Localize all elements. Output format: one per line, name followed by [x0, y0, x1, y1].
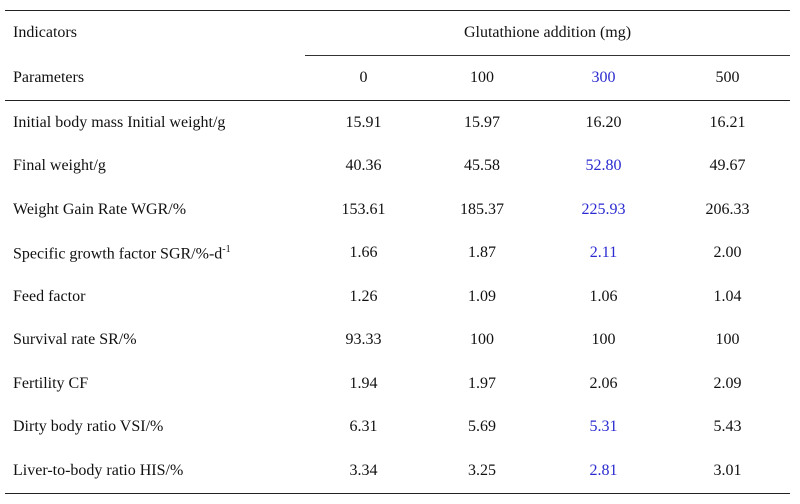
- header-row: Parameters 0 100 300 500: [5, 55, 791, 101]
- value-cell: 6.31: [349, 418, 378, 436]
- value-cell: 16.21: [709, 113, 746, 131]
- value-cell: 100: [715, 331, 740, 349]
- value-cell: 2.06: [589, 374, 618, 392]
- value-cell: 2.11: [589, 244, 618, 262]
- row-label: Specific growth factor SGR/%-d-1: [5, 232, 305, 276]
- value-cell: 1.06: [589, 287, 618, 305]
- value-cell: 3.25: [468, 461, 496, 479]
- value-cell: 1.66: [349, 244, 378, 262]
- value-cell: 45.58: [464, 157, 500, 175]
- value-cell: 49.67: [709, 157, 746, 175]
- row-label: Weight Gain Rate WGR/%: [13, 200, 187, 218]
- value-cell: 206.33: [705, 200, 750, 218]
- value-cell: 153.61: [341, 200, 386, 218]
- table-row: Survival rate SR/% 93.33 100 100 100: [5, 319, 790, 363]
- header-cell: 0: [305, 55, 422, 101]
- value-cell: 185.37: [460, 200, 504, 218]
- row-label: Liver-to-body ratio HIS/%: [13, 461, 184, 479]
- table-row: Fertility CF 1.94 1.97 2.06 2.09: [5, 362, 790, 406]
- header-group: Glutathione addition (mg): [305, 10, 791, 56]
- label-text: Specific growth factor SGR/%-d: [13, 244, 223, 262]
- value-cell: 3.01: [713, 461, 742, 479]
- header-cell: 300: [542, 55, 665, 101]
- data-table: Indicators Glutathione addition (mg) Par…: [5, 10, 791, 494]
- value-cell: 93.33: [345, 331, 382, 349]
- header-cell: 500: [665, 55, 791, 101]
- value-cell: 1.04: [713, 287, 742, 305]
- row-label: Dirty body ratio VSI/%: [13, 418, 164, 436]
- table-row: Specific growth factor SGR/%-d-1 1.66 1.87…: [5, 232, 790, 276]
- table-row: Feed factor 1.26 1.09 1.06 1.04: [5, 275, 790, 319]
- value-cell: 1.97: [468, 374, 496, 392]
- value-cell: 5.69: [468, 418, 496, 436]
- header-cell: Parameters: [5, 55, 305, 101]
- value-cell: 2.81: [589, 461, 618, 479]
- row-label: Initial body mass Initial weight/g: [13, 113, 226, 131]
- value-cell: 1.09: [468, 287, 496, 305]
- table-row: Dirty body ratio VSI/% 6.31 5.69 5.31 5.43: [5, 406, 790, 450]
- value-cell: 1.26: [349, 287, 378, 305]
- value-cell: 52.80: [585, 157, 622, 175]
- row-label: Fertility CF: [13, 374, 89, 392]
- table-row: Weight Gain Rate WGR/% 153.61 185.37 225.93…: [5, 188, 790, 232]
- value-cell: 40.36: [345, 157, 382, 175]
- row-label: Feed factor: [13, 287, 86, 305]
- header-cell: 100: [422, 55, 542, 101]
- row-label: Final weight/g: [13, 157, 106, 175]
- table-row: Liver-to-body ratio HIS/% 3.34 3.25 2.81 3.0…: [5, 449, 790, 493]
- row-label: Survival rate SR/%: [13, 331, 137, 349]
- value-cell: 100: [591, 331, 616, 349]
- value-cell: 225.93: [581, 200, 626, 218]
- header-row: Indicators Glutathione addition (mg): [5, 10, 791, 56]
- value-cell: 15.97: [464, 113, 500, 131]
- table-row: Initial body mass Initial weight/g 15.91 1…: [5, 101, 790, 145]
- value-cell: 5.43: [713, 418, 742, 436]
- table-row: Final weight/g 40.36 45.58 52.80 49.67: [5, 145, 790, 189]
- value-cell: 16.20: [585, 113, 622, 131]
- value-cell: 15.91: [345, 113, 382, 131]
- value-cell: 2.00: [713, 244, 742, 262]
- value-cell: 5.31: [589, 418, 618, 436]
- value-cell: 3.34: [349, 461, 378, 479]
- value-cell: 100: [470, 331, 494, 349]
- value-cell: 1.87: [468, 244, 496, 262]
- value-cell: 1.94: [349, 374, 378, 392]
- superscript: -1: [222, 243, 231, 255]
- header-cell: Indicators: [13, 24, 77, 42]
- value-cell: 2.09: [713, 374, 742, 392]
